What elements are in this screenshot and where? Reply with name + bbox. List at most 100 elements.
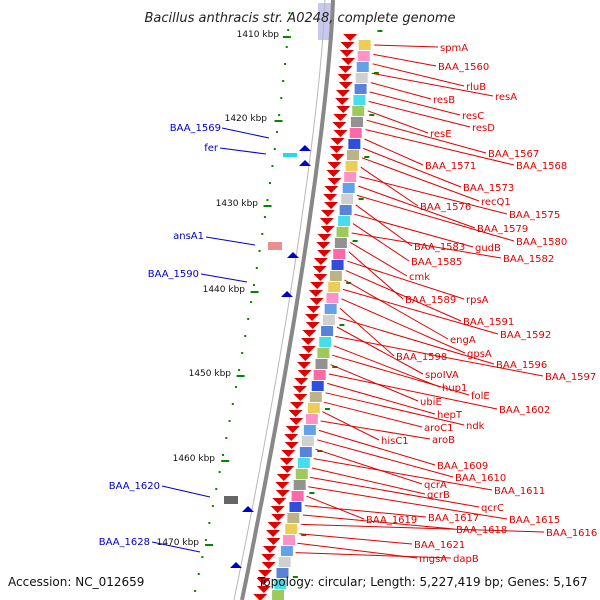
plus-gene-arrow: [284, 434, 299, 441]
scale-minor-tick: [273, 148, 276, 150]
feature-box: [315, 359, 328, 369]
feature-box: [272, 590, 285, 600]
gene-label-plus: BAA_1576: [420, 202, 471, 213]
plus-leader-line: [365, 129, 515, 166]
gene-label-plus: BAA_1591: [463, 317, 514, 328]
gene-label-plus: spmA: [440, 43, 468, 54]
plus-leader-line: [344, 279, 449, 340]
scale-minor-tick: [247, 318, 250, 320]
scale-minor-tick: [282, 80, 285, 82]
genome-backbone: [240, 0, 335, 600]
gene-label-plus: BAA_1589: [405, 295, 456, 306]
gene-label-plus: BAA_1596: [496, 360, 547, 371]
plus-leader-line: [297, 542, 418, 559]
plus-gene-arrow: [258, 570, 273, 577]
scale-tick-label: 1440 kbp: [203, 285, 246, 295]
plus-gene-arrow: [320, 226, 335, 233]
plus-scale-tick: [358, 198, 364, 200]
plus-leader-line: [338, 317, 495, 365]
feature-box: [339, 205, 352, 215]
scale-tick-label: 1410 kbp: [237, 30, 280, 40]
plus-gene-arrow: [335, 98, 350, 105]
feature-box: [334, 238, 347, 248]
plus-gene-arrow: [316, 242, 331, 249]
feature-box: [321, 326, 334, 336]
gene-label-plus: qcrB: [427, 490, 450, 501]
plus-gene-arrow: [279, 458, 294, 465]
feature-box: [345, 161, 358, 171]
plus-leader-line: [367, 110, 429, 134]
feature-box: [309, 392, 322, 402]
scale-minor-tick: [250, 301, 253, 303]
plus-leader-line: [311, 467, 426, 495]
scale-minor-tick: [268, 182, 271, 184]
plus-leader-line: [351, 232, 502, 259]
plus-gene-arrow: [335, 90, 350, 97]
gene-label-plus: aroC1: [424, 423, 453, 434]
feature-box: [350, 117, 363, 127]
plus-scale-tick: [377, 30, 383, 32]
plus-leader-line: [369, 91, 461, 116]
minus-gene-block: [283, 153, 297, 157]
feature-box: [291, 491, 304, 501]
plus-gene-arrow: [330, 138, 345, 145]
plus-gene-arrow: [276, 474, 291, 481]
plus-leader-line: [360, 166, 419, 207]
feature-box: [299, 447, 312, 457]
plus-leader-line: [339, 307, 395, 357]
plus-leader-line: [310, 476, 480, 508]
plus-leader-line: [364, 138, 424, 166]
gene-label-minus: BAA_1628: [99, 537, 150, 548]
gene-label-plus: rluB: [466, 82, 486, 93]
plus-leader-line: [328, 373, 498, 410]
plus-leader-line: [306, 495, 365, 520]
plus-scale-tick: [352, 240, 358, 242]
plus-leader-line: [361, 157, 480, 202]
gene-label-plus: BAA_1597: [545, 372, 596, 383]
feature-box: [293, 480, 306, 490]
plus-gene-arrow: [310, 282, 325, 289]
plus-leader-line: [304, 505, 427, 518]
gene-label-plus: hisC1: [381, 436, 409, 447]
plus-leader-line: [368, 100, 471, 128]
feature-box: [329, 271, 342, 281]
plus-gene-arrow: [317, 234, 332, 241]
plus-leader-line: [299, 533, 413, 545]
plus-gene-arrow: [294, 378, 309, 385]
scale-tick-label: 1420 kbp: [225, 114, 268, 124]
scale-minor-tick: [284, 63, 287, 65]
plus-gene-arrow: [313, 258, 328, 265]
feature-box: [342, 183, 355, 193]
minus-gene-arrow: [287, 252, 299, 258]
feature-box: [354, 84, 367, 94]
gene-label-plus: spoIVA: [425, 370, 459, 381]
feature-box: [285, 524, 298, 534]
plus-gene-arrow: [292, 386, 307, 393]
plus-leader-line: [345, 270, 462, 322]
plus-leader-line: [317, 439, 454, 478]
feature-box: [348, 139, 361, 149]
feature-box: [328, 282, 341, 292]
plus-gene-arrow: [309, 298, 324, 305]
scale-minor-tick: [238, 369, 241, 371]
plus-leader-line: [372, 63, 465, 87]
gene-label-plus: mgsA: [419, 554, 447, 565]
gene-label-plus: qcrA: [424, 480, 447, 491]
gene-label-plus: resB: [433, 95, 455, 106]
gene-label-plus: resE: [430, 129, 452, 140]
plus-gene-arrow: [337, 74, 352, 81]
gene-label-plus: BAA_1582: [503, 254, 554, 265]
gene-label-plus: resC: [462, 111, 484, 122]
gene-label-plus: BAA_1583: [414, 242, 465, 253]
scale-minor-tick: [287, 29, 290, 31]
plus-leader-line: [356, 194, 515, 242]
minus-gene-arrow: [281, 291, 293, 297]
scale-minor-tick: [228, 420, 231, 422]
plus-gene-arrow: [290, 402, 305, 409]
scale-minor-tick: [234, 386, 237, 388]
gene-label-plus: BAA_1619: [366, 515, 417, 526]
plus-gene-arrow: [302, 330, 317, 337]
scale-tick-label: 1460 kbp: [173, 454, 216, 464]
plus-gene-arrow: [305, 322, 320, 329]
